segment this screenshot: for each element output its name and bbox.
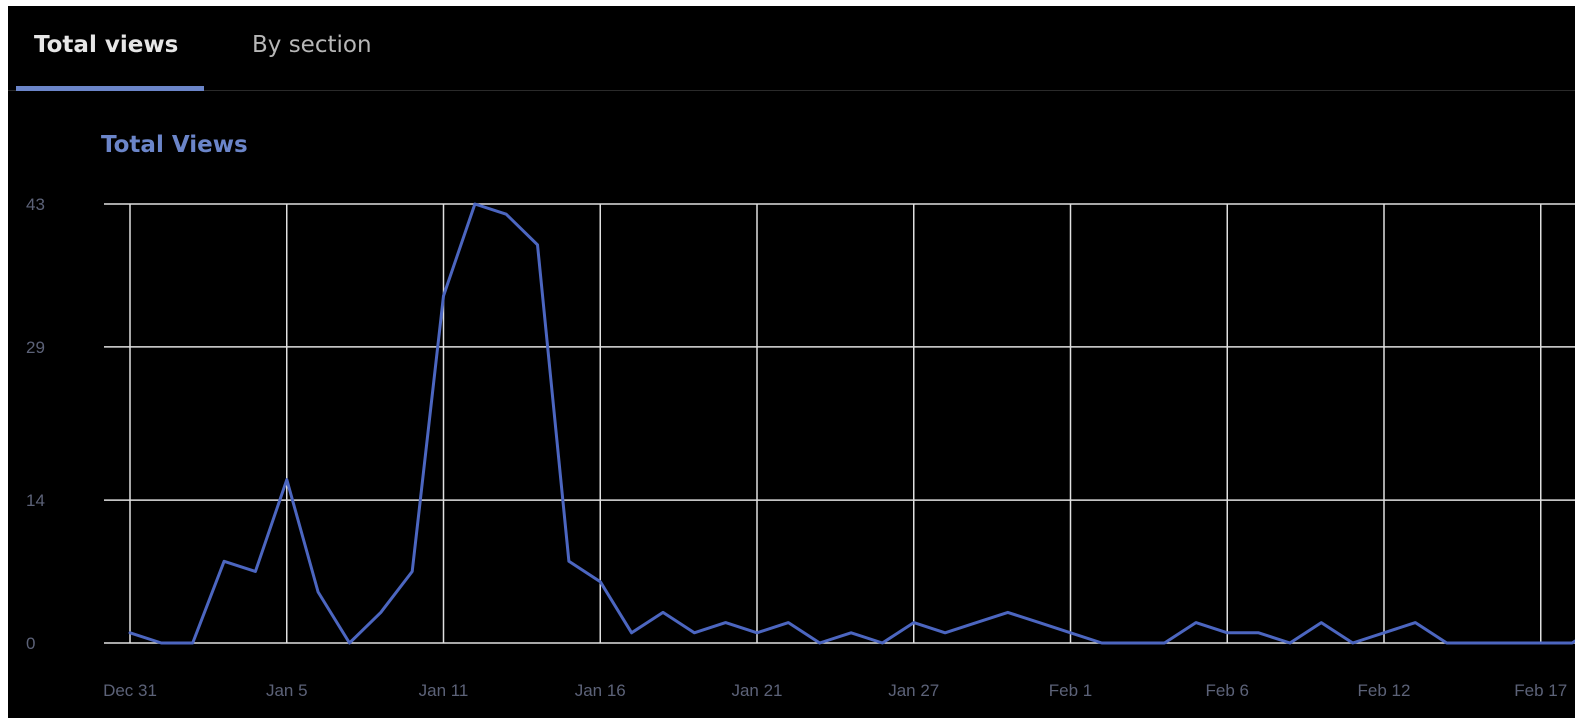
x-tick-label: Feb 6 [1206, 681, 1249, 700]
active-tab-indicator [16, 86, 204, 91]
tab-by-section-label: By section [252, 32, 372, 58]
y-tick-label: 43 [26, 195, 45, 214]
x-tick-label: Feb 1 [1049, 681, 1092, 700]
y-tick-label: 14 [26, 491, 45, 510]
x-tick-label: Jan 27 [888, 681, 939, 700]
x-tick-label: Dec 31 [103, 681, 157, 700]
x-tick-label: Feb 17 [1514, 681, 1567, 700]
x-tick-label: Feb 12 [1358, 681, 1411, 700]
chart-panel: Total views By section Total Views 0 14 29… [8, 6, 1575, 718]
line-chart: 0 14 29 43 Dec 31 Jan 5 Jan 11 Jan 16 Jan 21 Jan … [26, 195, 1575, 700]
tab-bar: Total views By section [8, 6, 1575, 91]
x-tick-label: Jan 21 [731, 681, 782, 700]
x-tick-label: Jan 16 [575, 681, 626, 700]
y-tick-label: 29 [26, 338, 45, 357]
x-tick-label: Jan 11 [419, 681, 469, 700]
tab-total-views[interactable]: Total views [16, 28, 204, 91]
x-tick-label: Jan 5 [266, 681, 308, 700]
series-line [128, 202, 1575, 645]
tab-total-views-label: Total views [34, 32, 179, 58]
chart-title: Total Views [101, 132, 248, 158]
tab-by-section[interactable]: By section [240, 28, 400, 90]
y-tick-label: 0 [26, 634, 35, 653]
